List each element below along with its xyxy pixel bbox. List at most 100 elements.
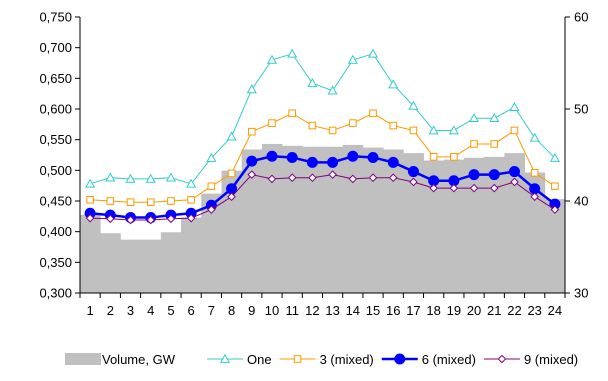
right-tick-label-1: 40 <box>574 194 588 209</box>
x-tick-label-7: 7 <box>208 303 215 318</box>
series-2-point-20 <box>470 140 478 148</box>
series-4-point-24 <box>550 205 560 214</box>
series-3-point-9 <box>246 155 258 167</box>
x-tick-label-14: 14 <box>346 303 360 318</box>
series-3-point-20 <box>468 169 480 181</box>
legend-marker-series-3 <box>394 353 406 365</box>
x-tick-label-5: 5 <box>167 303 174 318</box>
series-1-point-4 <box>145 173 156 183</box>
series-2-point-13 <box>328 126 337 135</box>
legend: Volume, GW One 3 (mixed) 6 (mixed) 9 (mixed) <box>65 352 578 367</box>
legend-marker-series-1 <box>219 353 231 363</box>
legend-label-series-2: 3 (mixed) <box>320 352 374 367</box>
series-2-point-19 <box>450 153 458 161</box>
series-1-point-5 <box>165 172 176 182</box>
series-4-point-3 <box>126 215 135 225</box>
series-3-point-12 <box>306 156 318 168</box>
series-2-point-15 <box>369 109 377 118</box>
series-2-point-3 <box>126 198 135 207</box>
series-3-point-22 <box>508 166 520 178</box>
series-4-point-4 <box>146 215 156 225</box>
series-lines <box>84 48 561 225</box>
series-2-point-11 <box>288 109 296 118</box>
x-tick-label-3: 3 <box>127 303 134 318</box>
volume-bar-19 <box>443 159 465 293</box>
series-2-point-2 <box>106 197 115 205</box>
series-2-point-23 <box>530 168 539 177</box>
series-2-point-14 <box>349 119 357 127</box>
series-4-point-6 <box>186 213 196 223</box>
series-4-point-1 <box>85 213 95 223</box>
x-tick-label-9: 9 <box>248 303 255 318</box>
series-4-point-14 <box>348 174 358 184</box>
volume-bar-22 <box>504 153 525 293</box>
left-tick-label-4: 0,500 <box>39 163 72 178</box>
series-2-point-10 <box>268 119 276 127</box>
volume-bar-10 <box>261 143 283 293</box>
series-4-point-16 <box>388 173 398 183</box>
series-1-point-23 <box>529 132 540 142</box>
volume-bar-2 <box>100 233 121 293</box>
right-tick-label-2: 50 <box>574 102 588 117</box>
x-tick-label-21: 21 <box>487 303 501 318</box>
x-tick-label-10: 10 <box>265 303 279 318</box>
x-tick-label-2: 2 <box>107 303 114 318</box>
series-2-point-9 <box>247 127 256 136</box>
x-tick-label-12: 12 <box>305 303 319 318</box>
series-1-point-9 <box>246 84 257 94</box>
volume-bar-6 <box>181 217 202 293</box>
x-tick-label-16: 16 <box>386 303 400 318</box>
series-3-point-21 <box>488 169 500 181</box>
series-1-point-10 <box>266 54 278 64</box>
volume-bar-24 <box>544 199 566 293</box>
volume-bar-9 <box>241 149 263 293</box>
series-4-point-19 <box>449 183 459 193</box>
left-tick-label-7: 0,650 <box>39 71 72 86</box>
x-tick-label-11: 11 <box>285 303 299 318</box>
series-1-point-20 <box>469 112 480 123</box>
volume-bar-14 <box>342 144 364 293</box>
series-2-point-4 <box>146 198 155 207</box>
x-tick-label-18: 18 <box>426 303 440 318</box>
volume-bar-5 <box>160 232 182 293</box>
series-1-point-6 <box>186 178 197 188</box>
series-2-point-8 <box>227 169 236 178</box>
x-tick-label-24: 24 <box>548 303 562 318</box>
series-3-point-17 <box>407 166 419 178</box>
series-1-point-13 <box>327 85 338 95</box>
series-2-point-16 <box>389 121 398 130</box>
axes: 0,300 0,350 0,400 0,450 0,500 0,550 0,600 0,650… <box>39 10 588 319</box>
volume-bar-11 <box>282 145 303 293</box>
series-1-point-2 <box>105 172 116 182</box>
series-4-point-23 <box>530 192 539 202</box>
x-tick-label-20: 20 <box>467 303 481 318</box>
left-tick-label-8: 0,700 <box>39 40 72 55</box>
right-tick-label-0: 30 <box>574 286 588 301</box>
x-tick-label-6: 6 <box>188 303 195 318</box>
legend-label-volume: Volume, GW <box>102 352 176 367</box>
volume-bar-12 <box>302 146 323 293</box>
series-4-point-18 <box>429 183 438 193</box>
series-4-point-22 <box>510 177 519 187</box>
volume-bar-16 <box>383 149 404 293</box>
x-tick-label-22: 22 <box>507 303 521 318</box>
volume-bar-17 <box>403 153 424 293</box>
series-1-point-8 <box>226 131 237 141</box>
x-tick-label-13: 13 <box>325 303 339 318</box>
left-tick-label-5: 0,550 <box>39 132 72 147</box>
series-1-point-1 <box>85 178 96 188</box>
series-4-point-17 <box>409 177 418 187</box>
series-2-point-5 <box>167 197 175 205</box>
series-1-point-17 <box>408 100 419 110</box>
series-1-point-21 <box>489 112 500 123</box>
series-3-point-15 <box>367 151 379 163</box>
legend-label-series-3: 6 (mixed) <box>422 352 476 367</box>
series-4-point-2 <box>106 214 115 224</box>
series-1-point-14 <box>347 54 358 64</box>
series-4-point-11 <box>287 173 297 183</box>
series-1-line <box>89 53 556 185</box>
series-4-point-9 <box>247 170 257 179</box>
series-1-point-22 <box>509 101 520 112</box>
series-4-point-21 <box>489 183 499 193</box>
series-1-point-16 <box>388 79 399 89</box>
